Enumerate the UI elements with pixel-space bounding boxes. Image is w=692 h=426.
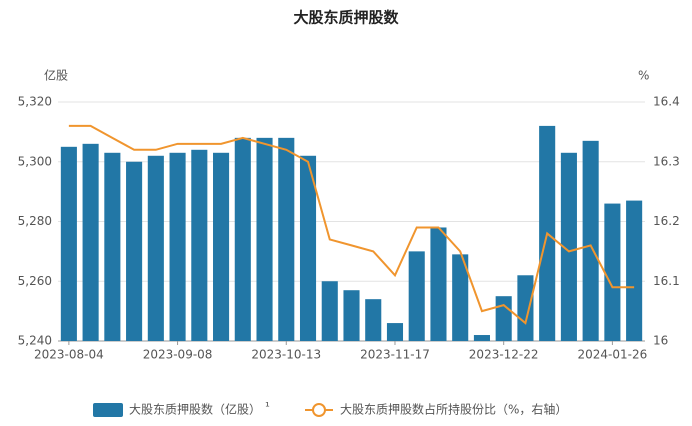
- bar: [321, 281, 338, 341]
- bar: [604, 203, 621, 341]
- bar: [82, 143, 99, 341]
- bar: [582, 140, 599, 341]
- bar: [560, 152, 577, 341]
- bar: [452, 254, 469, 341]
- bar: [191, 149, 208, 341]
- bar: [104, 152, 121, 341]
- bar: [256, 137, 273, 341]
- legend-note: ¹: [265, 400, 270, 414]
- x-tick-label: 2023-10-13: [251, 348, 321, 362]
- y-tick-label: 5,280: [18, 214, 52, 228]
- bar: [408, 251, 425, 341]
- bar: [626, 200, 643, 341]
- x-tick-label: 2024-01-26: [578, 348, 648, 362]
- bar: [278, 137, 295, 341]
- y-tick-label: 5,320: [18, 95, 52, 109]
- x-tick-label: 2023-09-08: [143, 348, 213, 362]
- chart-title: 大股东质押股数: [293, 9, 399, 27]
- legend-label: 大股东质押股数（亿股）: [129, 402, 261, 417]
- y-axis-label: 亿股: [44, 68, 68, 83]
- x-tick-label: 2023-08-04: [34, 348, 104, 362]
- bar: [147, 155, 164, 341]
- bar: [365, 299, 382, 341]
- x-tick-label: 2023-12-22: [469, 348, 539, 362]
- y2-tick-label: 16.4: [653, 95, 680, 109]
- bar: [430, 227, 447, 341]
- bar: [473, 335, 490, 341]
- legend-swatch: [312, 403, 326, 417]
- x-tick-label: 2023-11-17: [360, 348, 430, 362]
- bar: [343, 290, 360, 341]
- bar: [517, 275, 534, 341]
- y2-axis-label: %: [638, 69, 649, 83]
- bar: [60, 146, 77, 341]
- bar: [299, 155, 317, 341]
- bar: [495, 296, 512, 341]
- y2-tick-label: 16.3: [653, 154, 680, 168]
- line: [68, 124, 635, 325]
- y-tick-label: 5,240: [18, 334, 52, 348]
- y-tick-label: 5,300: [18, 154, 52, 168]
- bar: [169, 152, 186, 341]
- y2-tick-label: 16.1: [653, 274, 680, 288]
- bar: [386, 323, 404, 341]
- y2-tick-label: 16.2: [653, 214, 680, 228]
- bar: [234, 137, 251, 341]
- y2-tick-label: 16: [653, 334, 668, 348]
- bar: [126, 161, 143, 341]
- bar: [213, 152, 230, 341]
- y-tick-label: 5,260: [18, 274, 52, 288]
- legend-swatch: [93, 403, 123, 417]
- legend-label: 大股东质押股数占所持股份比（%，右轴）: [340, 402, 567, 417]
